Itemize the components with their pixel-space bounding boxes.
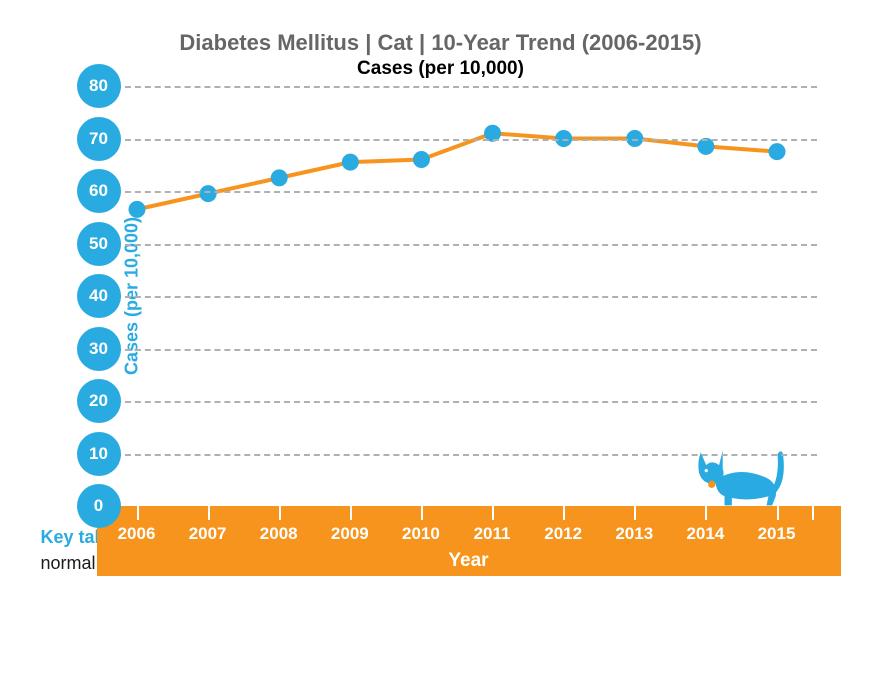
cat-eye [704, 469, 707, 472]
y-tick-bubble: 60 [77, 169, 121, 213]
plot: Cases (per 10,000) 01020304050607080 [97, 86, 841, 506]
x-tick-mark [279, 506, 281, 520]
y-tick-bubble: 10 [77, 432, 121, 476]
gridline [115, 349, 817, 351]
cat-collar [708, 481, 715, 488]
gridline [115, 191, 817, 193]
x-tick-label: 2010 [402, 524, 440, 544]
x-tick-label: 2009 [331, 524, 369, 544]
x-tick-label: 2015 [758, 524, 796, 544]
x-tick-label: 2007 [189, 524, 227, 544]
gridline [115, 296, 817, 298]
x-tick-label: 2014 [686, 524, 724, 544]
x-tick-label: 2013 [615, 524, 653, 544]
y-tick-bubble: 20 [77, 379, 121, 423]
y-tick-bubble: 50 [77, 222, 121, 266]
data-marker [342, 154, 358, 170]
x-tick-labels: 2006 2007 2008 2009 2010 2011 2012 2013 2014 2015 [97, 524, 841, 548]
data-marker [271, 170, 287, 186]
x-axis-label: Year [97, 550, 841, 572]
y-tick-bubble: 80 [77, 64, 121, 108]
x-tick-label: 2012 [544, 524, 582, 544]
x-tick-label: 2006 [118, 524, 156, 544]
x-tick-mark [137, 506, 139, 520]
data-line [137, 133, 777, 209]
gridline [115, 454, 817, 456]
x-tick-mark [777, 506, 779, 520]
x-tick-mark [705, 506, 707, 520]
data-marker [697, 138, 713, 154]
x-tick-mark [634, 506, 636, 520]
gridline [115, 139, 817, 141]
data-marker [769, 144, 785, 160]
gridline [115, 86, 817, 88]
x-tick-marks [97, 506, 841, 520]
y-tick-bubble: 70 [77, 117, 121, 161]
x-tick-mark [492, 506, 494, 520]
data-marker [129, 201, 145, 217]
chart-title: Diabetes Mellitus | Cat | 10-Year Trend … [41, 30, 841, 56]
x-tick-label: 2008 [260, 524, 298, 544]
chart-container: Diabetes Mellitus | Cat | 10-Year Trend … [41, 30, 841, 506]
x-tick-mark [563, 506, 565, 520]
x-tick-label: 2011 [474, 524, 511, 544]
x-axis-band: 2006 2007 2008 2009 2010 2011 2012 2013 2014 2015… [97, 506, 841, 576]
x-tick-mark [812, 506, 814, 520]
data-marker [200, 186, 216, 202]
gridline [115, 244, 817, 246]
gridline [115, 401, 817, 403]
chart-subtitle: Cases (per 10,000) [41, 58, 841, 80]
cat-body-path [715, 472, 776, 505]
data-marker [413, 152, 429, 168]
y-tick-bubble: 40 [77, 274, 121, 318]
y-tick-bubble: 30 [77, 327, 121, 371]
plot-area: 01020304050607080 [97, 86, 817, 506]
x-tick-mark [350, 506, 352, 520]
x-tick-mark [421, 506, 423, 520]
x-tick-mark [208, 506, 210, 520]
